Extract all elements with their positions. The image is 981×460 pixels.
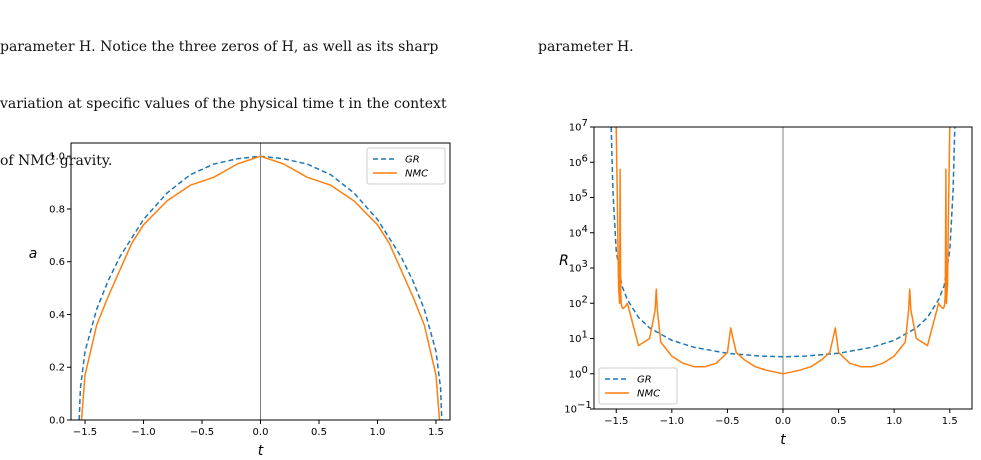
y-tick-label: 0.6 [49, 257, 65, 268]
x-axis-label: t [258, 443, 264, 459]
legend-box [598, 367, 678, 405]
legend-label-nmc: NMC [405, 169, 428, 180]
x-tick-label: −1.0 [131, 427, 155, 438]
y-tick-label: 0.8 [49, 204, 65, 215]
y-tick-exponent: 4 [582, 224, 588, 235]
y-tick-label: 0.4 [49, 310, 65, 321]
y-tick-label: 1.0 [49, 152, 65, 163]
y-tick-label: 10 [569, 123, 582, 134]
caption-right-line: parameter H. [538, 39, 634, 55]
y-tick-exponent: 2 [582, 294, 588, 305]
x-tick-label: −0.5 [715, 416, 739, 427]
legend-label-gr: GR [637, 375, 652, 386]
caption-left-line: variation at specific values of the phys… [0, 96, 447, 112]
x-tick-label: 0.0 [775, 416, 791, 427]
y-tick-exponent: 0 [582, 365, 588, 376]
caption-left: parameter H. Notice the three zeros of H… [0, 0, 520, 190]
x-tick-label: −1.5 [604, 416, 628, 427]
y-axis-label: a [29, 246, 38, 262]
y-tick-label: 10 [569, 228, 582, 239]
x-tick-label: 1.5 [428, 427, 444, 438]
series-nmc-line [80, 155, 441, 420]
y-tick-label: 10 [569, 369, 582, 380]
x-tick-label: 0.0 [253, 427, 269, 438]
series-gr-line [610, 127, 956, 358]
x-tick-label: 0.5 [831, 416, 847, 427]
legend: GR NMC [598, 367, 678, 405]
x-tick-label: 1.5 [942, 416, 958, 427]
x-tick-label: 0.5 [311, 427, 327, 438]
x-tick-label: −1.5 [73, 427, 97, 438]
y-tick-exponent: −1 [577, 400, 592, 411]
x-axis-label: t [780, 432, 786, 448]
y-tick-label: 0.0 [49, 416, 65, 427]
legend-label-nmc: NMC [637, 389, 660, 400]
caption-left-line: parameter H. Notice the three zeros of H… [0, 39, 439, 55]
y-tick-exponent: 6 [582, 153, 588, 164]
y-tick-label: 10 [569, 264, 582, 275]
y-tick-label: 10 [569, 158, 582, 169]
x-tick-label: −0.5 [190, 427, 214, 438]
y-tick-label: 10 [569, 299, 582, 310]
y-tick-exponent: 1 [582, 330, 588, 341]
y-tick-label: 10 [564, 405, 577, 416]
caption-right: parameter H. [538, 0, 978, 76]
series-nmc-line [615, 127, 951, 375]
legend: GR NMC [366, 147, 446, 185]
y-tick-exponent: 7 [582, 118, 588, 129]
chart-panel-1: −1.5 −1.0 −0.5 0.0 0.5 1.0 1.5 0.0 0.2 0.4 0.6 0.8 1… [29, 142, 451, 459]
y-tick-exponent: 3 [582, 259, 588, 270]
legend-box [366, 147, 446, 185]
x-tick-label: 1.0 [370, 427, 386, 438]
y-axis-label: R [559, 253, 569, 269]
caption-left-line: of NMC gravity. [0, 153, 113, 169]
y-tick-label: 0.2 [49, 363, 65, 374]
y-tick-exponent: 5 [582, 189, 588, 200]
x-tick-label: 1.0 [886, 416, 902, 427]
x-tick-label: −1.0 [660, 416, 684, 427]
legend-label-gr: GR [405, 155, 420, 166]
y-tick-label: 10 [569, 193, 582, 204]
y-tick-label: 10 [569, 334, 582, 345]
